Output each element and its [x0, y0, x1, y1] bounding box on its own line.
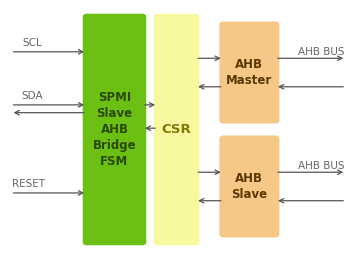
Text: CSR: CSR [162, 123, 191, 136]
Text: SDA: SDA [21, 91, 43, 101]
Text: AHB
Master: AHB Master [226, 58, 273, 87]
Text: SCL: SCL [22, 38, 42, 48]
Text: AHB BUS: AHB BUS [298, 161, 344, 171]
Text: AHB BUS: AHB BUS [298, 47, 344, 57]
FancyBboxPatch shape [83, 14, 146, 245]
FancyBboxPatch shape [219, 21, 279, 124]
Text: SPMI
Slave
AHB
Bridge
FSM: SPMI Slave AHB Bridge FSM [93, 91, 136, 168]
Text: RESET: RESET [12, 179, 45, 189]
Text: AHB
Slave: AHB Slave [231, 172, 267, 201]
FancyBboxPatch shape [219, 135, 279, 238]
FancyBboxPatch shape [154, 14, 200, 245]
